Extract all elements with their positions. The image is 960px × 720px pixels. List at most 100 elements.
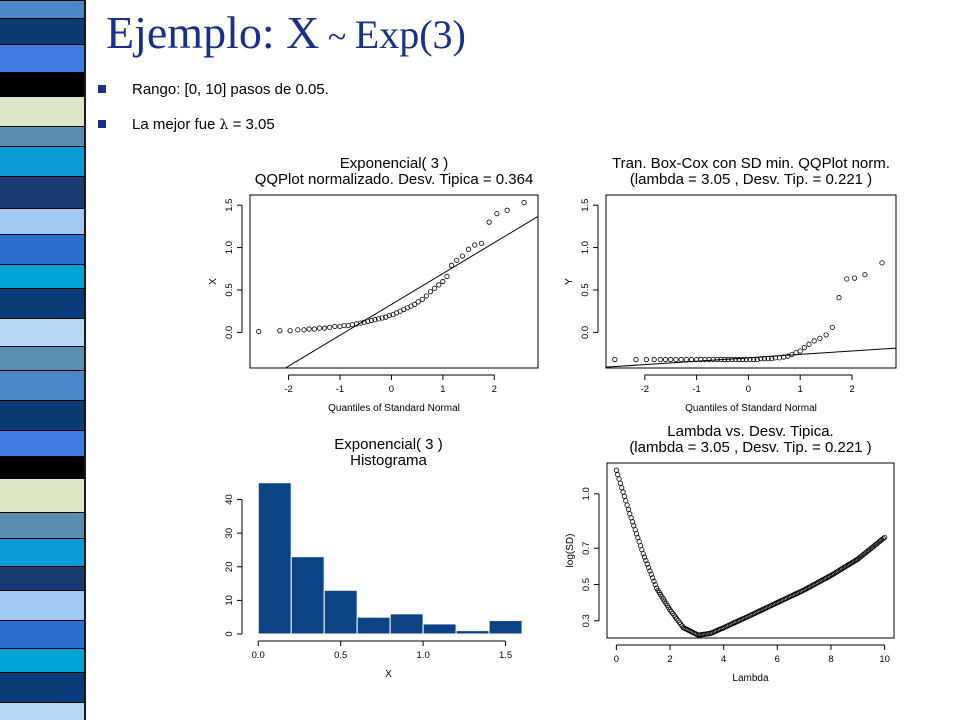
- histogram-bar: [488, 620, 523, 635]
- data-point: [648, 571, 654, 577]
- data-point: [633, 356, 639, 363]
- x-tick-label: 2: [849, 384, 854, 395]
- data-point: [736, 356, 742, 363]
- y-tick-label: 0: [224, 631, 235, 636]
- stripe-separator: [0, 400, 84, 401]
- x-tick-label: 8: [828, 654, 833, 665]
- y-tick-label: 0.0: [224, 326, 235, 339]
- bullet-square-icon: [98, 85, 106, 93]
- stripe-separator: [0, 146, 84, 147]
- stripe-separator: [0, 456, 84, 457]
- stripe-separator: [0, 538, 84, 539]
- data-point: [621, 493, 628, 499]
- data-point: [758, 356, 764, 362]
- stripe-block: [0, 264, 84, 288]
- stripe-block: [0, 430, 84, 456]
- chart-subtitle: (lambda = 3.05 , Desv. Tip. = 0.221 ): [629, 439, 871, 456]
- stripe-edge: [84, 0, 86, 720]
- stripe-separator: [0, 590, 84, 591]
- x-axis: -2 -1 0 1 2 Quantiles of Standard Normal: [641, 374, 855, 414]
- bullet-best-lambda: La mejor fue λ = 3.05: [98, 116, 275, 133]
- stripe-separator: [0, 318, 84, 319]
- stripe-separator: [0, 208, 84, 209]
- data-point: [321, 325, 328, 331]
- y-tick-label: 1.0: [580, 241, 591, 254]
- x-tick-label: 2: [492, 384, 497, 395]
- data-point: [256, 328, 262, 335]
- y-axis-label: X: [208, 278, 219, 285]
- data-point: [643, 356, 649, 363]
- x-tick-label: 10: [879, 654, 890, 665]
- x-axis-label: Lambda: [732, 673, 769, 684]
- y-tick-label: 20: [224, 561, 235, 572]
- data-point: [643, 557, 649, 564]
- plot-box: [606, 462, 895, 639]
- data-point: [615, 472, 621, 478]
- data-point: [472, 242, 478, 248]
- data-point: [619, 485, 625, 491]
- y-axis-label: Y: [564, 278, 575, 285]
- data-point: [316, 325, 323, 331]
- stripe-separator: [0, 672, 84, 673]
- chart-title: Exponencial( 3 ): [334, 436, 442, 453]
- data-point: [478, 240, 485, 246]
- chart-subtitle: QQPlot normalizado. Desv. Tipica = 0.364: [255, 171, 534, 188]
- stripe-separator: [0, 288, 84, 289]
- chart-title: Exponencial( 3 ): [340, 155, 448, 172]
- stripe-separator: [0, 234, 84, 235]
- data-point: [668, 356, 674, 363]
- data-point: [361, 319, 367, 325]
- data-point: [277, 328, 283, 334]
- stripe-block: [0, 44, 84, 72]
- histogram-bar: [455, 630, 490, 635]
- data-point: [747, 356, 753, 363]
- y-axis: 0.0 0.5 1.0 1.5 Y: [564, 199, 599, 339]
- data-point: [436, 282, 442, 288]
- data-point: [785, 353, 791, 359]
- x-tick-label: 2: [667, 654, 672, 665]
- stripe-separator: [0, 430, 84, 431]
- data-point: [465, 246, 472, 252]
- stripe-block: [0, 672, 84, 702]
- x-tick-label: 0: [614, 654, 619, 665]
- data-point: [652, 582, 658, 588]
- data-point: [743, 356, 749, 363]
- stripe-separator: [0, 620, 84, 621]
- data-point: [640, 551, 646, 557]
- stripe-block: [0, 288, 84, 318]
- stripe-separator: [0, 702, 84, 703]
- x-tick-label: -1: [692, 384, 700, 395]
- y-tick-label: 0.0: [580, 326, 591, 339]
- data-point: [440, 278, 446, 285]
- stripe-block: [0, 346, 84, 370]
- x-tick-label: 6: [775, 654, 780, 665]
- x-axis-label: Quantiles of Standard Normal: [685, 403, 817, 414]
- data-point: [750, 356, 757, 363]
- data-point: [645, 564, 652, 571]
- histogram-bar: [257, 482, 292, 635]
- data-point: [718, 356, 724, 363]
- data-point: [521, 200, 527, 206]
- data-point: [801, 345, 807, 351]
- data-point: [624, 502, 630, 508]
- x-tick-label: 0: [746, 384, 751, 395]
- data-point: [721, 356, 728, 363]
- data-point: [368, 317, 374, 324]
- data-point: [504, 207, 510, 213]
- data-point: [683, 356, 689, 363]
- data-point: [623, 498, 629, 504]
- data-point: [454, 257, 460, 263]
- x-tick-label: 1.0: [417, 650, 430, 661]
- histogram-bar: [356, 616, 391, 635]
- stripe-block: [0, 96, 84, 126]
- stripe-block: [0, 176, 84, 208]
- data-point: [327, 324, 333, 330]
- chart-title: Tran. Box-Cox con SD min. QQPlot norm.: [612, 155, 890, 172]
- y-tick-label: 1.0: [224, 241, 235, 254]
- data-point: [612, 356, 618, 363]
- plot-box: [605, 194, 897, 369]
- stripe-block: [0, 478, 84, 512]
- data-point: [806, 341, 812, 347]
- data-point: [880, 535, 886, 542]
- data-point: [649, 575, 656, 581]
